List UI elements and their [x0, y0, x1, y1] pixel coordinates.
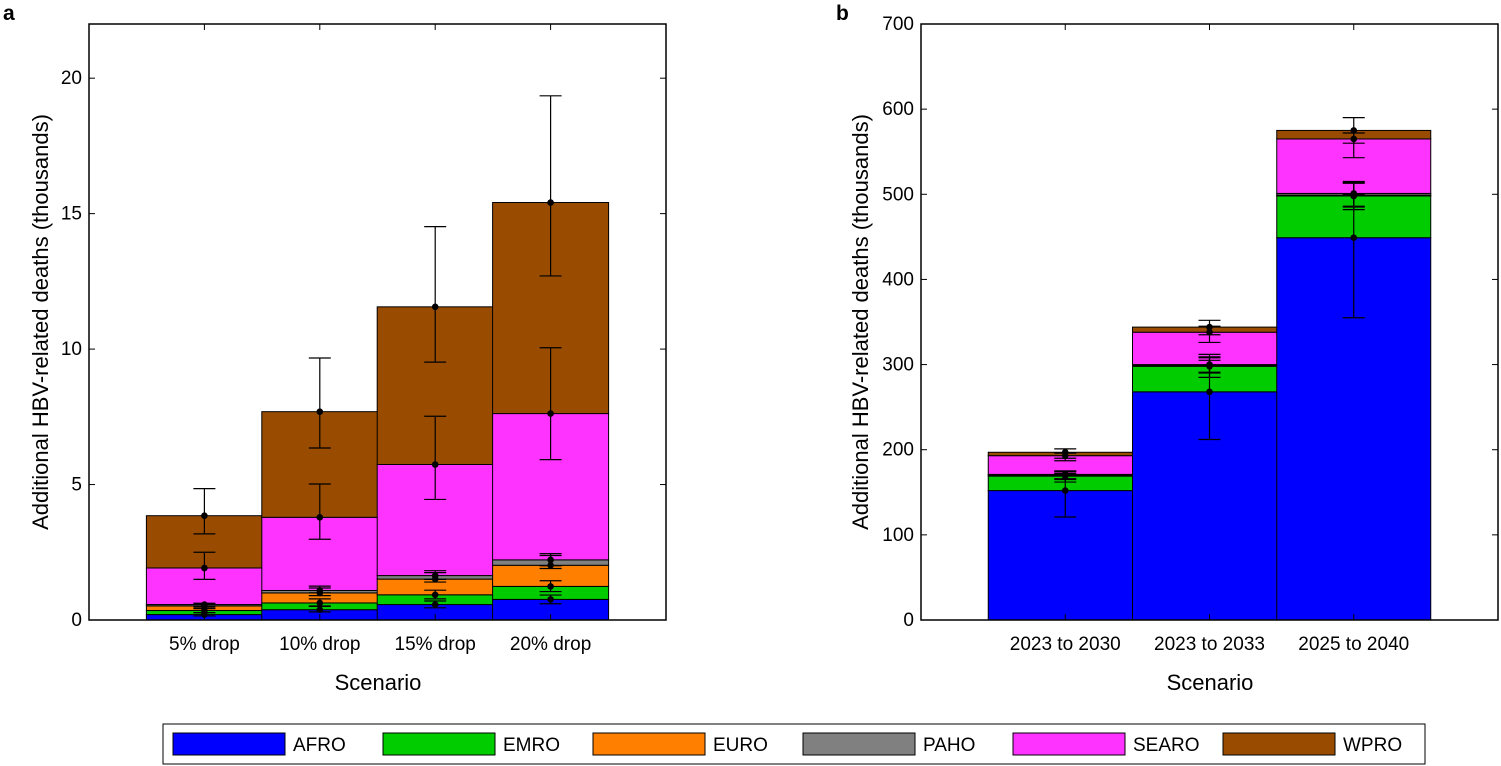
panel-b-y-tick-label-4: 400	[882, 269, 914, 290]
panel-a-y-tick-label-1: 5	[71, 475, 82, 496]
panel-a-error-searo-1	[193, 551, 216, 580]
panel-b-error-paho-2	[1198, 356, 1221, 373]
legend-swatch-afro	[172, 732, 286, 756]
panel-b-error-paho-3	[1342, 180, 1365, 207]
legend-swatch-wpro	[1222, 732, 1336, 756]
panel-a: a 0 5 10 15 20 5% drop 10% drop 15% drop 20% dr…	[3, 2, 667, 695]
panel-b-x-axis-label: Scenario	[1167, 670, 1254, 695]
legend-swatch-euro	[592, 732, 706, 756]
panel-a-error-paho-1	[193, 601, 216, 608]
panel-a-error-paho-2	[308, 587, 331, 594]
panel-b-x-ticks: 2023 to 2030 2023 to 2033 2025 to 2040	[1010, 24, 1409, 655]
panel-b-y-tick-label-2: 200	[882, 440, 914, 461]
panel-a-error-paho-3	[424, 571, 447, 580]
panel-a-x-tick-label-4: 20% drop	[510, 634, 591, 655]
panel-a-letter: a	[3, 2, 15, 25]
panel-a-x-tick-label-2: 10% drop	[279, 634, 360, 655]
panel-a-y-tick-label-3: 15	[61, 204, 82, 225]
panel-a-y-tick-label-2: 10	[61, 339, 82, 360]
legend-label-paho: PAHO	[923, 735, 975, 756]
panel-a-y-tick-label-4: 20	[61, 68, 82, 89]
panel-a-x-tick-label-3: 15% drop	[395, 634, 476, 655]
panel-b-error-bars	[1054, 117, 1365, 518]
panel-b-x-tick-label-3: 2025 to 2040	[1298, 634, 1409, 655]
legend-swatch-searo	[1012, 732, 1126, 756]
panel-a-error-emro-4	[539, 580, 562, 593]
legend-label-euro: EURO	[713, 735, 768, 756]
panel-b-x-tick-label-1: 2023 to 2030	[1010, 634, 1121, 655]
panel-a-error-afro-3	[424, 600, 447, 609]
panel-a-y-tick-label-0: 0	[71, 610, 82, 631]
panel-a-error-wpro-3	[424, 226, 447, 363]
panel-a-error-paho-4	[539, 554, 562, 567]
legend-swatch-paho	[802, 732, 916, 756]
panel-a-error-afro-4	[539, 594, 562, 605]
panel-a-y-axis-label: Additional HBV-related deaths (thousands…	[28, 114, 53, 530]
panel-b-y-axis-label: Additional HBV-related deaths (thousands…	[848, 114, 873, 530]
panel-a-bars	[145, 202, 610, 621]
panel-a-x-axis-label: Scenario	[335, 670, 422, 695]
panel-a-error-wpro-1	[193, 488, 216, 535]
panel-a-error-wpro-4	[539, 95, 562, 277]
panel-b-y-tick-label-0: 0	[903, 610, 914, 631]
panel-a-error-emro-3	[424, 589, 447, 600]
panel-a-error-searo-4	[539, 347, 562, 461]
panel-b-y-tick-label-3: 300	[882, 355, 914, 376]
legend-swatch-emro	[382, 732, 496, 756]
panel-a-x-tick-label-1: 5% drop	[169, 634, 240, 655]
panel-a-error-wpro-2	[308, 357, 331, 449]
panel-a-error-searo-2	[308, 483, 331, 540]
legend-label-wpro: WPRO	[1343, 735, 1402, 756]
panel-a-x-ticks: 5% drop 10% drop 15% drop 20% drop	[169, 24, 591, 655]
panel-b-x-tick-label-2: 2023 to 2033	[1154, 634, 1265, 655]
legend-label-searo: SEARO	[1133, 735, 1200, 756]
panel-b-y-tick-label-1: 100	[882, 525, 914, 546]
panel-a-error-bars	[193, 95, 562, 618]
panel-b-y-tick-label-6: 600	[882, 99, 914, 120]
panel-a-axes-frame	[88, 23, 667, 621]
panel-b-y-tick-label-7: 700	[882, 14, 914, 35]
panel-b-error-wpro-3	[1342, 117, 1365, 144]
panel-b-y-ticks: 0 100 200 300 400 500 600 700	[882, 14, 1498, 631]
panel-b-error-wpro-2	[1198, 319, 1221, 336]
panel-b-error-paho-1	[1054, 470, 1077, 480]
panel-a-y-ticks: 0 5 10 15 20	[61, 68, 666, 631]
legend-label-afro: AFRO	[293, 735, 346, 756]
panel-a-error-searo-3	[424, 415, 447, 501]
panel-b-error-afro-3	[1342, 193, 1365, 319]
panel-b-letter: b	[836, 2, 849, 25]
legend: AFRO EMRO EURO PAHO SEARO WPRO	[162, 723, 1426, 765]
legend-box	[162, 723, 1426, 765]
panel-a-error-emro-2	[308, 598, 331, 607]
legend-label-emro: EMRO	[503, 735, 560, 756]
panel-b-error-wpro-1	[1054, 448, 1077, 459]
panel-b-y-tick-label-5: 500	[882, 184, 914, 205]
